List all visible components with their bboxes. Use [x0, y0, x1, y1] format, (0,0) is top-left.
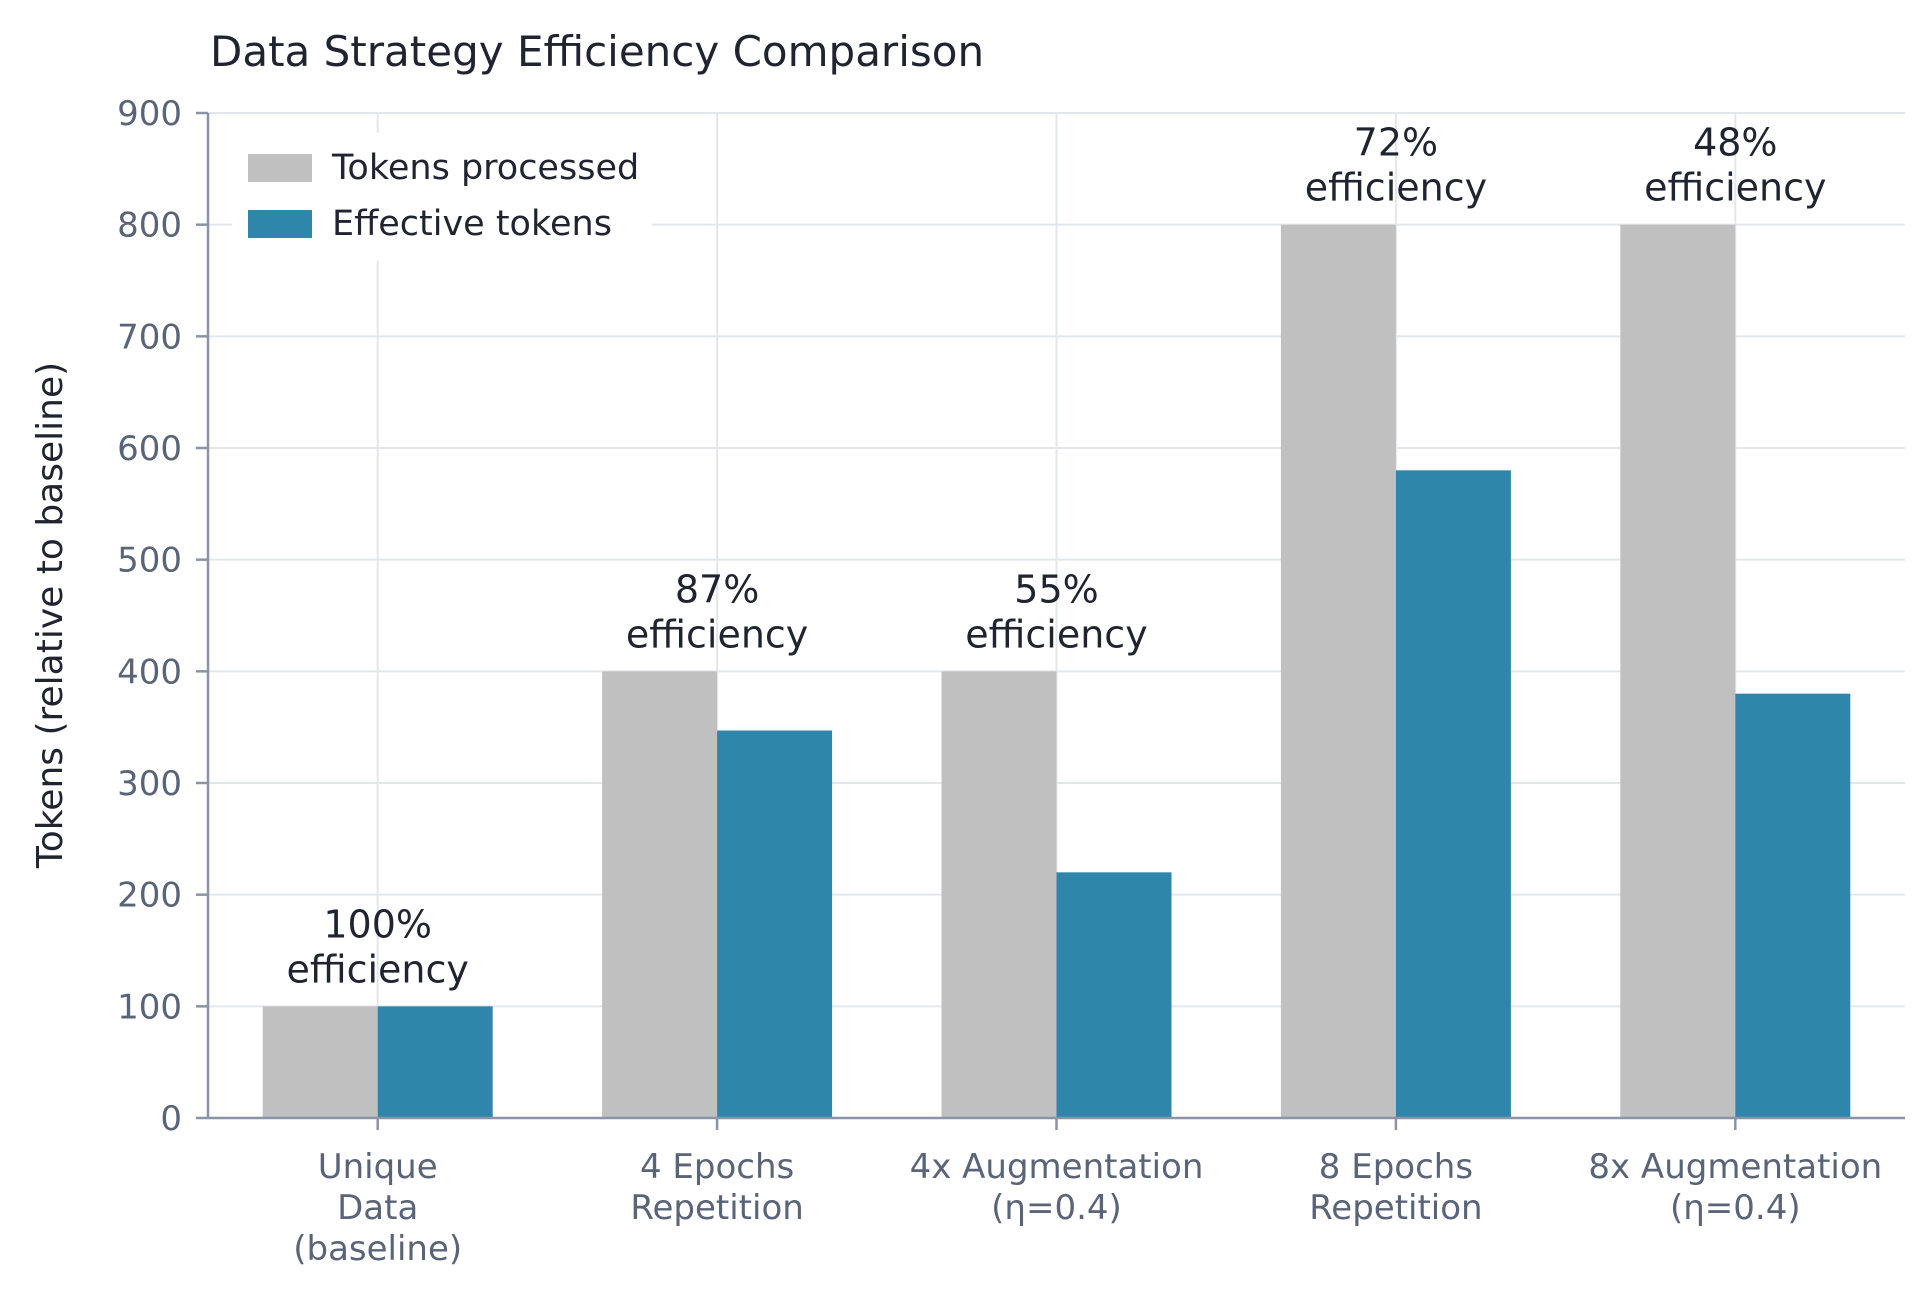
x-tick-label: (η=0.4) [991, 1188, 1122, 1228]
axes [196, 111, 1905, 1130]
legend-label: Tokens processed [331, 148, 639, 188]
bar-tokens-processed [1620, 224, 1736, 1118]
y-tick-label: 700 [117, 317, 182, 357]
bar-tokens-processed [262, 1006, 378, 1118]
y-tick-label: 600 [117, 429, 182, 469]
x-tick-label: 8x Augmentation [1588, 1147, 1882, 1187]
y-tick-label: 400 [117, 652, 182, 692]
x-tick-label: Repetition [630, 1188, 803, 1228]
y-tick-label: 800 [117, 206, 182, 246]
annotation-label: efficiency [1305, 166, 1487, 210]
x-tick-label: 8 Epochs [1319, 1147, 1473, 1187]
legend-label: Effective tokens [332, 204, 612, 244]
bar-tokens-processed [1280, 224, 1396, 1118]
bar-tokens-processed [602, 671, 718, 1118]
y-tick-label: 300 [117, 764, 182, 804]
x-tick-label: 4 Epochs [640, 1147, 794, 1187]
efficiency-annotations: 100%efficiency87%efficiency55%efficiency… [286, 121, 1826, 992]
annotation-label: efficiency [626, 612, 808, 656]
annotation-percent: 55% [1014, 567, 1098, 611]
x-tick-label: 4x Augmentation [910, 1147, 1204, 1187]
annotation-label: efficiency [1644, 166, 1826, 210]
y-tick-label: 0 [160, 1099, 182, 1139]
legend-swatch [248, 210, 312, 238]
x-tick-label: Unique [318, 1147, 438, 1187]
bar-effective-tokens [1735, 693, 1851, 1118]
tick-labels: 0 100 200 300 400 500 600 700 800 900 UniqueData(b… [117, 94, 1882, 1269]
bar-tokens-processed [941, 671, 1057, 1118]
y-tick-label: 200 [117, 876, 182, 916]
bar-effective-tokens [1395, 470, 1511, 1118]
bar-effective-tokens [717, 730, 833, 1118]
x-tick-label: Repetition [1309, 1188, 1482, 1228]
annotation-label: efficiency [286, 947, 468, 991]
annotation-percent: 100% [323, 902, 432, 946]
x-tick-label: Data [337, 1188, 418, 1228]
y-tick-label: 100 [117, 987, 182, 1027]
bar-effective-tokens [377, 1006, 493, 1118]
annotation-percent: 87% [675, 567, 759, 611]
annotation-percent: 72% [1354, 121, 1438, 165]
legend-swatch [248, 154, 312, 182]
bar-effective-tokens [1056, 872, 1172, 1118]
chart-title: Data Strategy Efficiency Comparison [210, 27, 984, 76]
y-axis-label: Tokens (relative to baseline) [30, 362, 71, 869]
y-tick-label: 900 [117, 94, 182, 134]
x-tick-label: (baseline) [293, 1229, 462, 1269]
y-tick-label: 500 [117, 541, 182, 581]
x-tick-label: (η=0.4) [1670, 1188, 1801, 1228]
annotation-percent: 48% [1693, 121, 1777, 165]
legend: Tokens processed Effective tokens [232, 133, 652, 261]
annotation-label: efficiency [965, 612, 1147, 656]
bars-group [262, 224, 1851, 1118]
